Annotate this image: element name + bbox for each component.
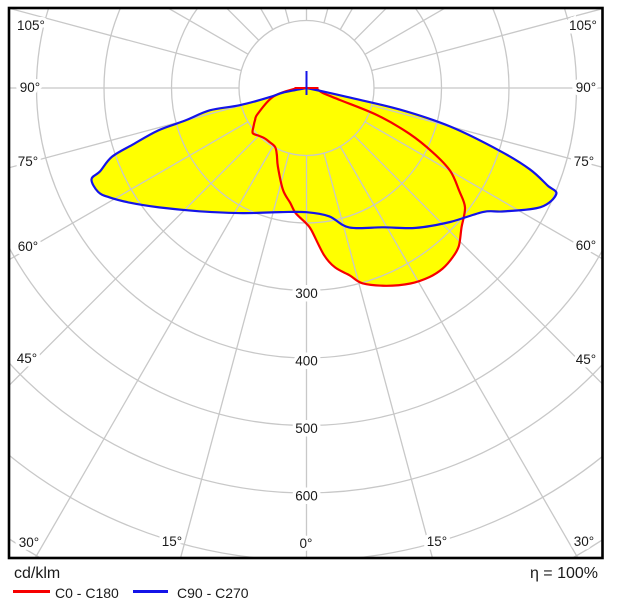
- angle-label: 15°: [427, 534, 447, 549]
- angle-label: 30°: [19, 535, 39, 550]
- c0-c180-curve: [251, 86, 467, 287]
- angle-label: 15°: [162, 534, 182, 549]
- angle-label: 30°: [574, 534, 594, 549]
- grid-spoke-315deg: [9, 135, 260, 387]
- angle-label: 90°: [576, 80, 596, 95]
- legend-line-c0-c180: [13, 590, 50, 593]
- grid-spoke-30deg: [339, 146, 579, 558]
- grid-spoke-105deg: [371, 8, 603, 72]
- grid-spoke-165deg: [323, 8, 329, 23]
- legend-label-c0-c180: C0 - C180: [55, 585, 119, 601]
- legend-line-c90-c270: [133, 590, 168, 593]
- angle-label: 105°: [17, 18, 45, 33]
- grid-spoke-255deg: [9, 8, 242, 72]
- grid-spoke-15deg: [323, 153, 434, 558]
- angle-label: 105°: [569, 18, 597, 33]
- legend-label-c90-c270: C90 - C270: [177, 585, 249, 601]
- grid-spoke-60deg: [364, 121, 603, 260]
- angle-label: 0°: [300, 536, 313, 551]
- grid-spoke-195deg: [284, 8, 290, 23]
- angle-label: 75°: [574, 154, 594, 169]
- grid-ring-700: [9, 454, 603, 558]
- grid-spoke-285deg: [9, 104, 242, 169]
- angle-label: 60°: [576, 238, 596, 253]
- grid-spoke-45deg: [353, 135, 603, 385]
- grid-spoke-330deg: [34, 146, 274, 558]
- grid-spoke-345deg: [179, 153, 290, 558]
- c90-c270-curve: [90, 86, 558, 230]
- grid-spoke-300deg: [9, 121, 249, 261]
- angle-label: 60°: [18, 239, 38, 254]
- ring-label-300: 300: [295, 286, 318, 301]
- angle-label: 75°: [18, 154, 38, 169]
- ring-label-600: 600: [295, 489, 318, 504]
- unit-label: cd/klm: [14, 565, 61, 582]
- angle-labels: 105° 90° 75° 60° 45° 30° 15° 0° 15° 30° 45° 60° 75° 9…: [13, 15, 600, 555]
- ring-label-400: 400: [295, 354, 318, 369]
- efficiency-label: η = 100%: [529, 565, 598, 582]
- angle-label: 90°: [20, 80, 40, 95]
- ring-label-500: 500: [295, 421, 318, 436]
- angle-label: 45°: [17, 351, 37, 366]
- plot-border: [7, 6, 604, 560]
- grid-spoke-75deg: [371, 104, 603, 169]
- angle-label: 45°: [576, 352, 596, 367]
- ring-labels: 300 400 500 600: [292, 283, 322, 508]
